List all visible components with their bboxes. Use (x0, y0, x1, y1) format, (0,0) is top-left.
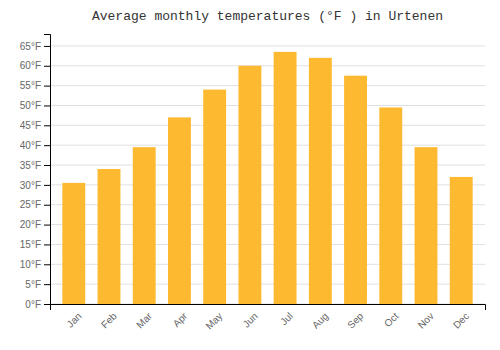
y-tick-label: 65°F (20, 41, 41, 52)
y-tick: 5°F (25, 279, 50, 290)
x-tick: Dec (451, 310, 471, 330)
bar (309, 58, 332, 304)
x-tick-label: May (203, 310, 224, 331)
bar (450, 177, 473, 304)
y-tick-label: 15°F (20, 239, 41, 250)
y-tick: 25°F (20, 199, 50, 210)
y-tick-mark (44, 165, 50, 166)
x-tick: Feb (99, 310, 119, 330)
bar (238, 66, 261, 304)
x-tick: Jul (278, 310, 295, 327)
x-tick-label: Jun (241, 310, 260, 329)
bar (203, 90, 226, 304)
y-tick-label: 60°F (20, 60, 41, 71)
x-tick-label: Apr (171, 310, 190, 329)
y-tick: 0°F (25, 299, 50, 310)
y-tick-mark (44, 284, 50, 285)
y-tick-label: 40°F (20, 140, 41, 151)
y-tick-mark (44, 145, 50, 146)
grid (50, 46, 485, 304)
x-axis-line (51, 305, 486, 311)
title: Average monthly temperatures (°F ) in Ur… (92, 9, 443, 24)
y-tick: 60°F (20, 60, 50, 71)
bars (62, 52, 472, 304)
x-tick-label: Mar (134, 310, 154, 330)
y-tick: 40°F (20, 140, 50, 151)
x-tick-label: Oct (382, 310, 401, 329)
chart: 0°F 5°F 10°F 15°F 20°F 25°F 30°F 35°F 40°F 45°F 50… (0, 0, 500, 350)
y-tick-label: 55°F (20, 80, 41, 91)
x-tick: Jan (64, 310, 83, 329)
y-tick-label: 0°F (25, 299, 41, 310)
y-tick-label: 35°F (20, 160, 41, 171)
bar (62, 183, 85, 304)
y-tick: 65°F (20, 41, 50, 52)
y-tick-label: 10°F (20, 259, 41, 270)
y-tick-mark (44, 105, 50, 106)
y-tick: 10°F (20, 259, 50, 270)
y-tick-mark (44, 244, 50, 245)
x-tick-label: Sep (345, 310, 366, 331)
x-tick-label: Jul (278, 310, 295, 327)
x-tick-label: Feb (99, 310, 119, 330)
bar (344, 76, 367, 304)
plot: 0°F 5°F 10°F 15°F 20°F 25°F 30°F 35°F 40°F 45°F 50… (20, 35, 486, 332)
bar (274, 52, 297, 304)
grid-line (50, 125, 485, 126)
bar (168, 117, 191, 304)
y-tick-label: 20°F (20, 219, 41, 230)
grid-line (50, 85, 485, 86)
x-tick-label: Jan (64, 310, 83, 329)
y-tick-mark (44, 46, 50, 47)
y-tick-label: 5°F (25, 279, 41, 290)
grid-line (50, 45, 485, 46)
y-tick-label: 45°F (20, 120, 41, 131)
y-tick: 20°F (20, 219, 50, 230)
y-tick-mark (44, 86, 50, 87)
y-tick: 15°F (20, 239, 50, 250)
x-tick-label: Aug (310, 310, 330, 330)
y-tick-mark (44, 66, 50, 67)
x-tick: Mar (134, 310, 154, 330)
y-tick-mark (44, 264, 50, 265)
y-tick-mark (44, 304, 50, 305)
grid-line (50, 65, 485, 66)
bar (98, 169, 121, 304)
grid-line (50, 145, 485, 146)
y-tick: 50°F (20, 100, 50, 111)
x-tick: May (203, 310, 224, 331)
y-tick-label: 25°F (20, 199, 41, 210)
y-tick-label: 30°F (20, 180, 41, 191)
x-tick: Nov (416, 310, 436, 330)
y-axis: 0°F 5°F 10°F 15°F 20°F 25°F 30°F 35°F 40°F 45°F 50… (20, 35, 51, 310)
y-tick-label: 50°F (20, 100, 41, 111)
y-tick-mark (44, 185, 50, 186)
x-axis: Jan Feb Mar Apr May Jun Jul Aug Sep Oct Nov Dec (51, 305, 486, 332)
y-tick-mark (44, 205, 50, 206)
bar (415, 147, 438, 304)
y-tick-mark (44, 125, 50, 126)
bar (379, 107, 402, 304)
y-axis-line (44, 35, 51, 305)
x-tick: Jun (241, 310, 260, 329)
grid-line (50, 105, 485, 106)
y-tick: 45°F (20, 120, 50, 131)
x-tick: Apr (171, 310, 190, 329)
x-tick-label: Dec (451, 310, 471, 330)
x-tick: Sep (345, 310, 366, 331)
x-tick-label: Nov (416, 310, 436, 330)
x-tick: Aug (310, 310, 330, 330)
y-tick: 35°F (20, 160, 50, 171)
y-tick: 55°F (20, 80, 50, 91)
x-tick: Oct (382, 310, 401, 329)
bar (133, 147, 156, 304)
y-tick: 30°F (20, 180, 50, 191)
y-tick-mark (44, 225, 50, 226)
